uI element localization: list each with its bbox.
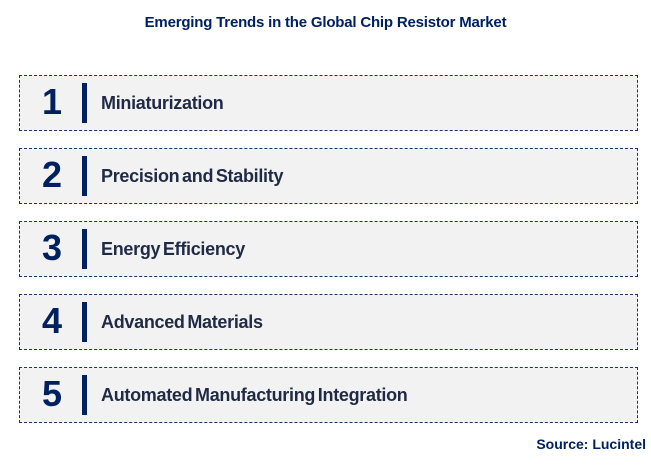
trend-label: Automated Manufacturing Integration [101,384,408,405]
source-note: Source: Lucintel [536,436,646,452]
trend-number: 2 [41,153,63,195]
trend-label: Miniaturization [101,92,224,113]
trend-row: 4 Advanced Materials [19,294,638,350]
trend-row: 3 Energy Efficiency [19,221,638,277]
trend-label: Energy Efficiency [101,238,245,259]
trend-divider-bar [82,375,87,415]
trend-number: 3 [41,226,63,268]
trend-divider-bar [82,83,87,123]
trend-number: 4 [41,299,63,341]
trend-divider-bar [82,302,87,342]
trend-label: Precision and Stability [101,165,284,186]
trend-row: 2 Precision and Stability [19,148,638,204]
page-title: Emerging Trends in the Global Chip Resis… [144,14,507,31]
trend-label: Advanced Materials [101,311,263,332]
trend-number: 5 [41,372,63,414]
trend-row: 5 Automated Manufacturing Integration [19,367,638,423]
trend-divider-bar [82,156,87,196]
trend-divider-bar [82,229,87,269]
trend-number: 1 [41,80,63,122]
trend-list: 1 Miniaturization 2 Precision and Stabil… [19,75,638,423]
trend-row: 1 Miniaturization [19,75,638,131]
